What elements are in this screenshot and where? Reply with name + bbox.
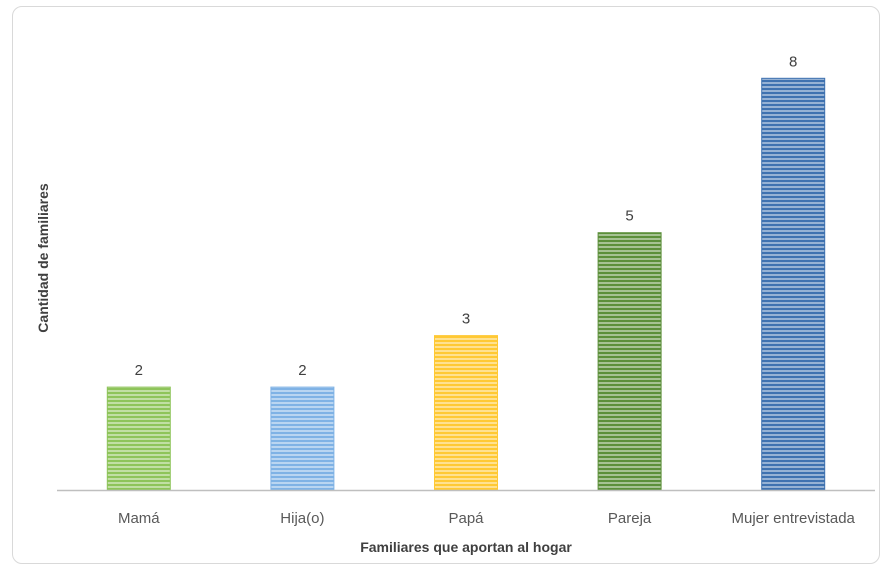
x-tick-label-4: Mujer entrevistada [731,510,855,527]
data-label-2: 3 [462,311,470,328]
data-label-0: 2 [135,362,143,379]
data-label-1: 2 [298,362,306,379]
y-axis-title: Cantidad de familiares [35,183,51,333]
bar-1 [270,386,335,491]
data-label-3: 5 [625,208,633,225]
x-tick-label-1: Hija(o) [280,510,324,527]
data-label-4: 8 [789,53,797,70]
x-tick-labels-group: Mamá Hija(o) Papá Pareja Mujer entrevistada [118,510,856,527]
x-tick-label-3: Pareja [608,510,652,527]
bars-group [106,77,826,491]
x-axis-title: Familiares que aportan al hogar [360,539,572,555]
data-labels-group: 2 2 3 5 8 [135,53,798,379]
bar-0 [106,386,171,491]
x-tick-label-2: Papá [448,510,484,527]
bar-4 [761,77,826,491]
x-tick-label-0: Mamá [118,510,160,527]
bar-2 [434,335,498,491]
bar-3 [597,232,662,491]
